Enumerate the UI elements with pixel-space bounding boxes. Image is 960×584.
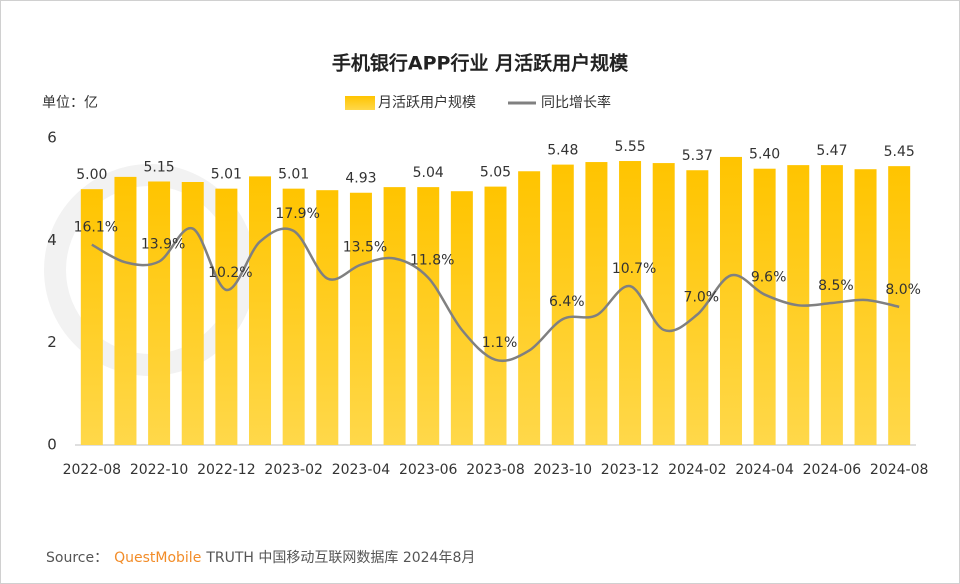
x-tick-label: 2023-10 <box>534 462 593 478</box>
line-value-label: 8.0% <box>885 282 921 298</box>
bar <box>484 186 507 445</box>
line <box>91 227 900 363</box>
x-tick-label: 2023-04 <box>332 462 391 478</box>
line-value-label: 8.5% <box>818 278 854 294</box>
bar <box>383 187 406 445</box>
legend-label: 同比增长率 <box>541 94 611 111</box>
x-tick-label: 2023-06 <box>399 462 458 478</box>
bar <box>854 169 877 445</box>
bar <box>719 156 742 445</box>
bar-value-label: 5.48 <box>547 143 578 159</box>
bar <box>518 171 541 445</box>
source-label: Source： <box>46 550 108 566</box>
x-tick-label: 2022-08 <box>63 462 122 478</box>
bar-value-label: 5.04 <box>413 165 444 181</box>
x-tick-label: 2024-06 <box>803 462 862 478</box>
legend-swatch <box>345 96 375 110</box>
x-tick-label: 2024-02 <box>668 462 727 478</box>
bar <box>148 181 171 445</box>
line-value-label: 17.9% <box>275 206 319 222</box>
line-value-label: 1.1% <box>482 335 518 351</box>
bar <box>215 188 238 445</box>
line-value-label: 7.0% <box>684 290 720 306</box>
bar-value-label: 5.00 <box>76 167 107 183</box>
line-value-label: 13.9% <box>141 237 185 253</box>
source: Source： QuestMobile TRUTH 中国移动互联网数据库 2024年… <box>46 550 475 566</box>
y-tick-label: 4 <box>47 231 57 249</box>
bar-value-label: 5.40 <box>749 147 780 163</box>
bar <box>181 182 204 445</box>
source-brand: QuestMobile <box>114 550 201 566</box>
bar <box>820 165 843 445</box>
line-value-label: 13.5% <box>343 240 387 256</box>
x-tick-label: 2023-08 <box>466 462 525 478</box>
bar-value-label: 5.01 <box>278 167 309 183</box>
bar <box>349 192 372 445</box>
bar-value-label: 5.45 <box>884 144 915 160</box>
y-tick-label: 6 <box>47 129 57 147</box>
bar <box>585 162 608 445</box>
bar <box>652 163 675 446</box>
bar-value-label: 5.37 <box>682 148 713 164</box>
x-tick-label: 2023-12 <box>601 462 660 478</box>
bar-value-label: 5.47 <box>816 143 847 159</box>
bar-value-label: 5.55 <box>614 139 645 155</box>
bar <box>619 161 642 445</box>
bar <box>753 168 776 445</box>
line-value-label: 16.1% <box>74 220 118 236</box>
bar <box>114 176 137 446</box>
bar-value-label: 5.05 <box>480 165 511 181</box>
bar <box>316 190 339 445</box>
bar <box>551 164 574 445</box>
x-tick-label: 2024-08 <box>870 462 929 478</box>
x-tick-label: 2022-10 <box>130 462 189 478</box>
bar <box>450 191 473 445</box>
line-value-label: 9.6% <box>751 270 787 286</box>
bar <box>80 189 103 445</box>
source-text: TRUTH 中国移动互联网数据库 2024年8月 <box>205 550 475 566</box>
unit-label: 单位：亿 <box>42 95 98 111</box>
bar <box>282 188 305 445</box>
bar <box>888 166 911 445</box>
bar-value-label: 5.15 <box>144 159 175 175</box>
x-tick-label: 2024-04 <box>735 462 794 478</box>
bar-value-label: 5.01 <box>211 167 242 183</box>
bar <box>686 170 709 446</box>
bar <box>417 187 440 445</box>
line-value-label: 11.8% <box>410 253 454 269</box>
bar <box>249 176 272 445</box>
line-value-label: 6.4% <box>549 294 585 310</box>
bar-value-label: 4.93 <box>345 171 376 187</box>
y-tick-label: 2 <box>47 333 57 351</box>
y-tick-label: 0 <box>47 436 57 454</box>
legend-label: 月活跃用户规模 <box>378 94 476 111</box>
x-tick-label: 2023-02 <box>264 462 323 478</box>
line-value-label: 10.7% <box>612 261 656 277</box>
chart-title: 手机银行APP行业 月活跃用户规模 <box>332 52 629 75</box>
x-tick-label: 2022-12 <box>197 462 256 478</box>
line-value-label: 10.2% <box>208 265 252 281</box>
